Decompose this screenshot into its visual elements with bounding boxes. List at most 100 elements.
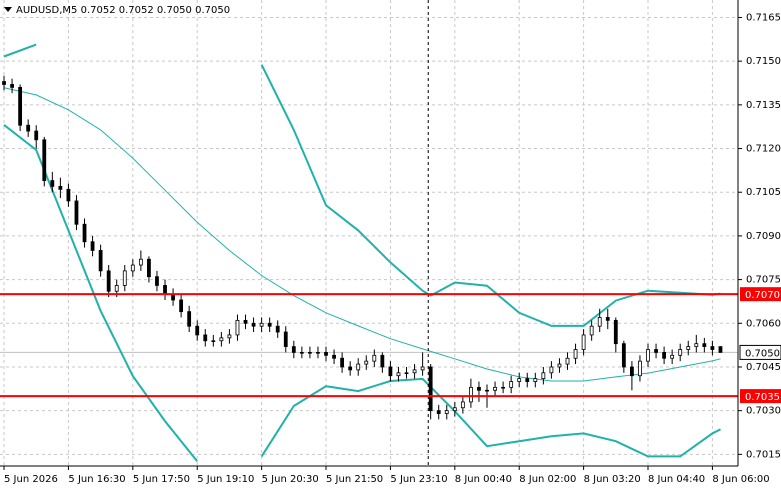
candle-body — [638, 360, 642, 377]
candle-body — [114, 285, 119, 292]
candle-body — [501, 386, 506, 389]
candle-body — [203, 334, 208, 342]
candle-body — [613, 319, 618, 345]
candle-body — [227, 334, 232, 339]
candle-body — [630, 366, 634, 377]
candle-body — [98, 250, 103, 272]
candle-body — [493, 386, 497, 391]
band-line — [3, 87, 721, 382]
candle-body — [147, 258, 151, 278]
candle-body — [42, 139, 47, 181]
candle-body — [26, 124, 31, 132]
x-tick-label: 5 Jun 16:30 — [68, 474, 125, 485]
candle-body — [589, 325, 594, 336]
y-tick-label: 0.7120 — [746, 144, 781, 155]
candle-body — [477, 386, 481, 391]
y-tick-label: 0.7075 — [746, 275, 781, 286]
x-tick-label: 5 Jun 23:10 — [390, 474, 447, 485]
y-tick-label: 0.7060 — [746, 318, 781, 329]
candle-body — [340, 357, 345, 368]
candle-body — [163, 285, 167, 295]
candle-body — [380, 354, 385, 368]
band-line — [3, 43, 37, 58]
candle-body — [18, 86, 23, 126]
candle-body — [267, 322, 272, 327]
candle-body — [259, 322, 264, 327]
candle-body — [195, 325, 200, 336]
candle-body — [452, 407, 457, 412]
candle-body — [308, 352, 312, 354]
bid-tag — [739, 344, 781, 360]
candle-body — [485, 389, 489, 392]
grid — [0, 0, 738, 466]
candle-body — [444, 410, 449, 414]
candle-body — [420, 366, 425, 371]
candle-body — [646, 349, 650, 362]
x-tick-label: 8 Jun 03:20 — [584, 474, 641, 485]
candle-body — [404, 372, 409, 374]
y-tick-label: 0.7015 — [746, 449, 781, 460]
candle-body — [74, 200, 79, 225]
candle-body — [621, 343, 626, 368]
level-tag — [740, 287, 781, 302]
candle-body — [662, 352, 667, 359]
candle-body — [2, 81, 6, 85]
candle-body — [533, 378, 538, 382]
candle-body — [710, 346, 715, 350]
y-tick-label: 0.7030 — [746, 406, 781, 417]
candle-body — [460, 401, 465, 409]
y-tick-label: 0.7045 — [746, 362, 781, 373]
candle-body — [428, 366, 433, 412]
x-tick-label: 8 Jun 04:40 — [648, 474, 705, 485]
candle-body — [122, 270, 127, 286]
candle-body — [517, 378, 522, 382]
menu-arrow[interactable] — [4, 7, 12, 12]
candle-body — [130, 264, 135, 272]
candle-body — [388, 366, 393, 377]
candle-body — [670, 354, 675, 359]
candle-body — [364, 360, 369, 365]
y-tick-label: 0.7150 — [746, 56, 781, 67]
candle-body — [605, 317, 610, 321]
candle-body — [597, 317, 602, 327]
candle-body — [654, 349, 658, 353]
candle-body — [549, 366, 554, 374]
y-tick-label: 0.7090 — [746, 231, 781, 242]
candle-body — [155, 276, 159, 286]
x-tick-label: 5 Jun 21:50 — [326, 474, 383, 485]
x-tick-label: 5 Jun 2026 — [4, 474, 58, 485]
level-label: 0.7070 — [745, 290, 780, 301]
candle-body — [316, 352, 320, 354]
candle-body — [702, 343, 707, 347]
candle-body — [235, 319, 240, 336]
level-tag — [740, 389, 781, 404]
candle-body — [356, 363, 361, 371]
candle-body — [581, 334, 586, 350]
candle-body — [82, 223, 87, 243]
level-label: 0.7035 — [745, 392, 780, 403]
candle-body — [332, 354, 336, 359]
band-line — [3, 124, 198, 462]
candle-body — [525, 378, 530, 382]
candle-body — [412, 369, 417, 374]
x-tick-label: 5 Jun 17:50 — [133, 474, 190, 485]
bid-label: 0.7050 — [745, 348, 780, 359]
candle-body — [573, 349, 578, 359]
candle-body — [718, 346, 723, 353]
y-tick-label: 0.7105 — [746, 187, 781, 198]
candle-body — [694, 343, 699, 347]
chart-title: AUDUSD,M5 0.7052 0.7052 0.7050 0.7050 — [16, 5, 230, 16]
candle-body — [299, 352, 304, 354]
candle-body — [211, 340, 216, 342]
candle-body — [138, 258, 143, 266]
x-tick-label: 8 Jun 00:40 — [455, 474, 512, 485]
x-tick-label: 8 Jun 06:00 — [712, 474, 769, 485]
band-line — [260, 64, 721, 327]
candle-body — [686, 346, 691, 350]
candle-body — [106, 270, 111, 292]
candle-body — [565, 357, 570, 365]
candle-body — [541, 372, 546, 380]
candle-body — [34, 130, 39, 141]
candle-body — [90, 241, 95, 251]
